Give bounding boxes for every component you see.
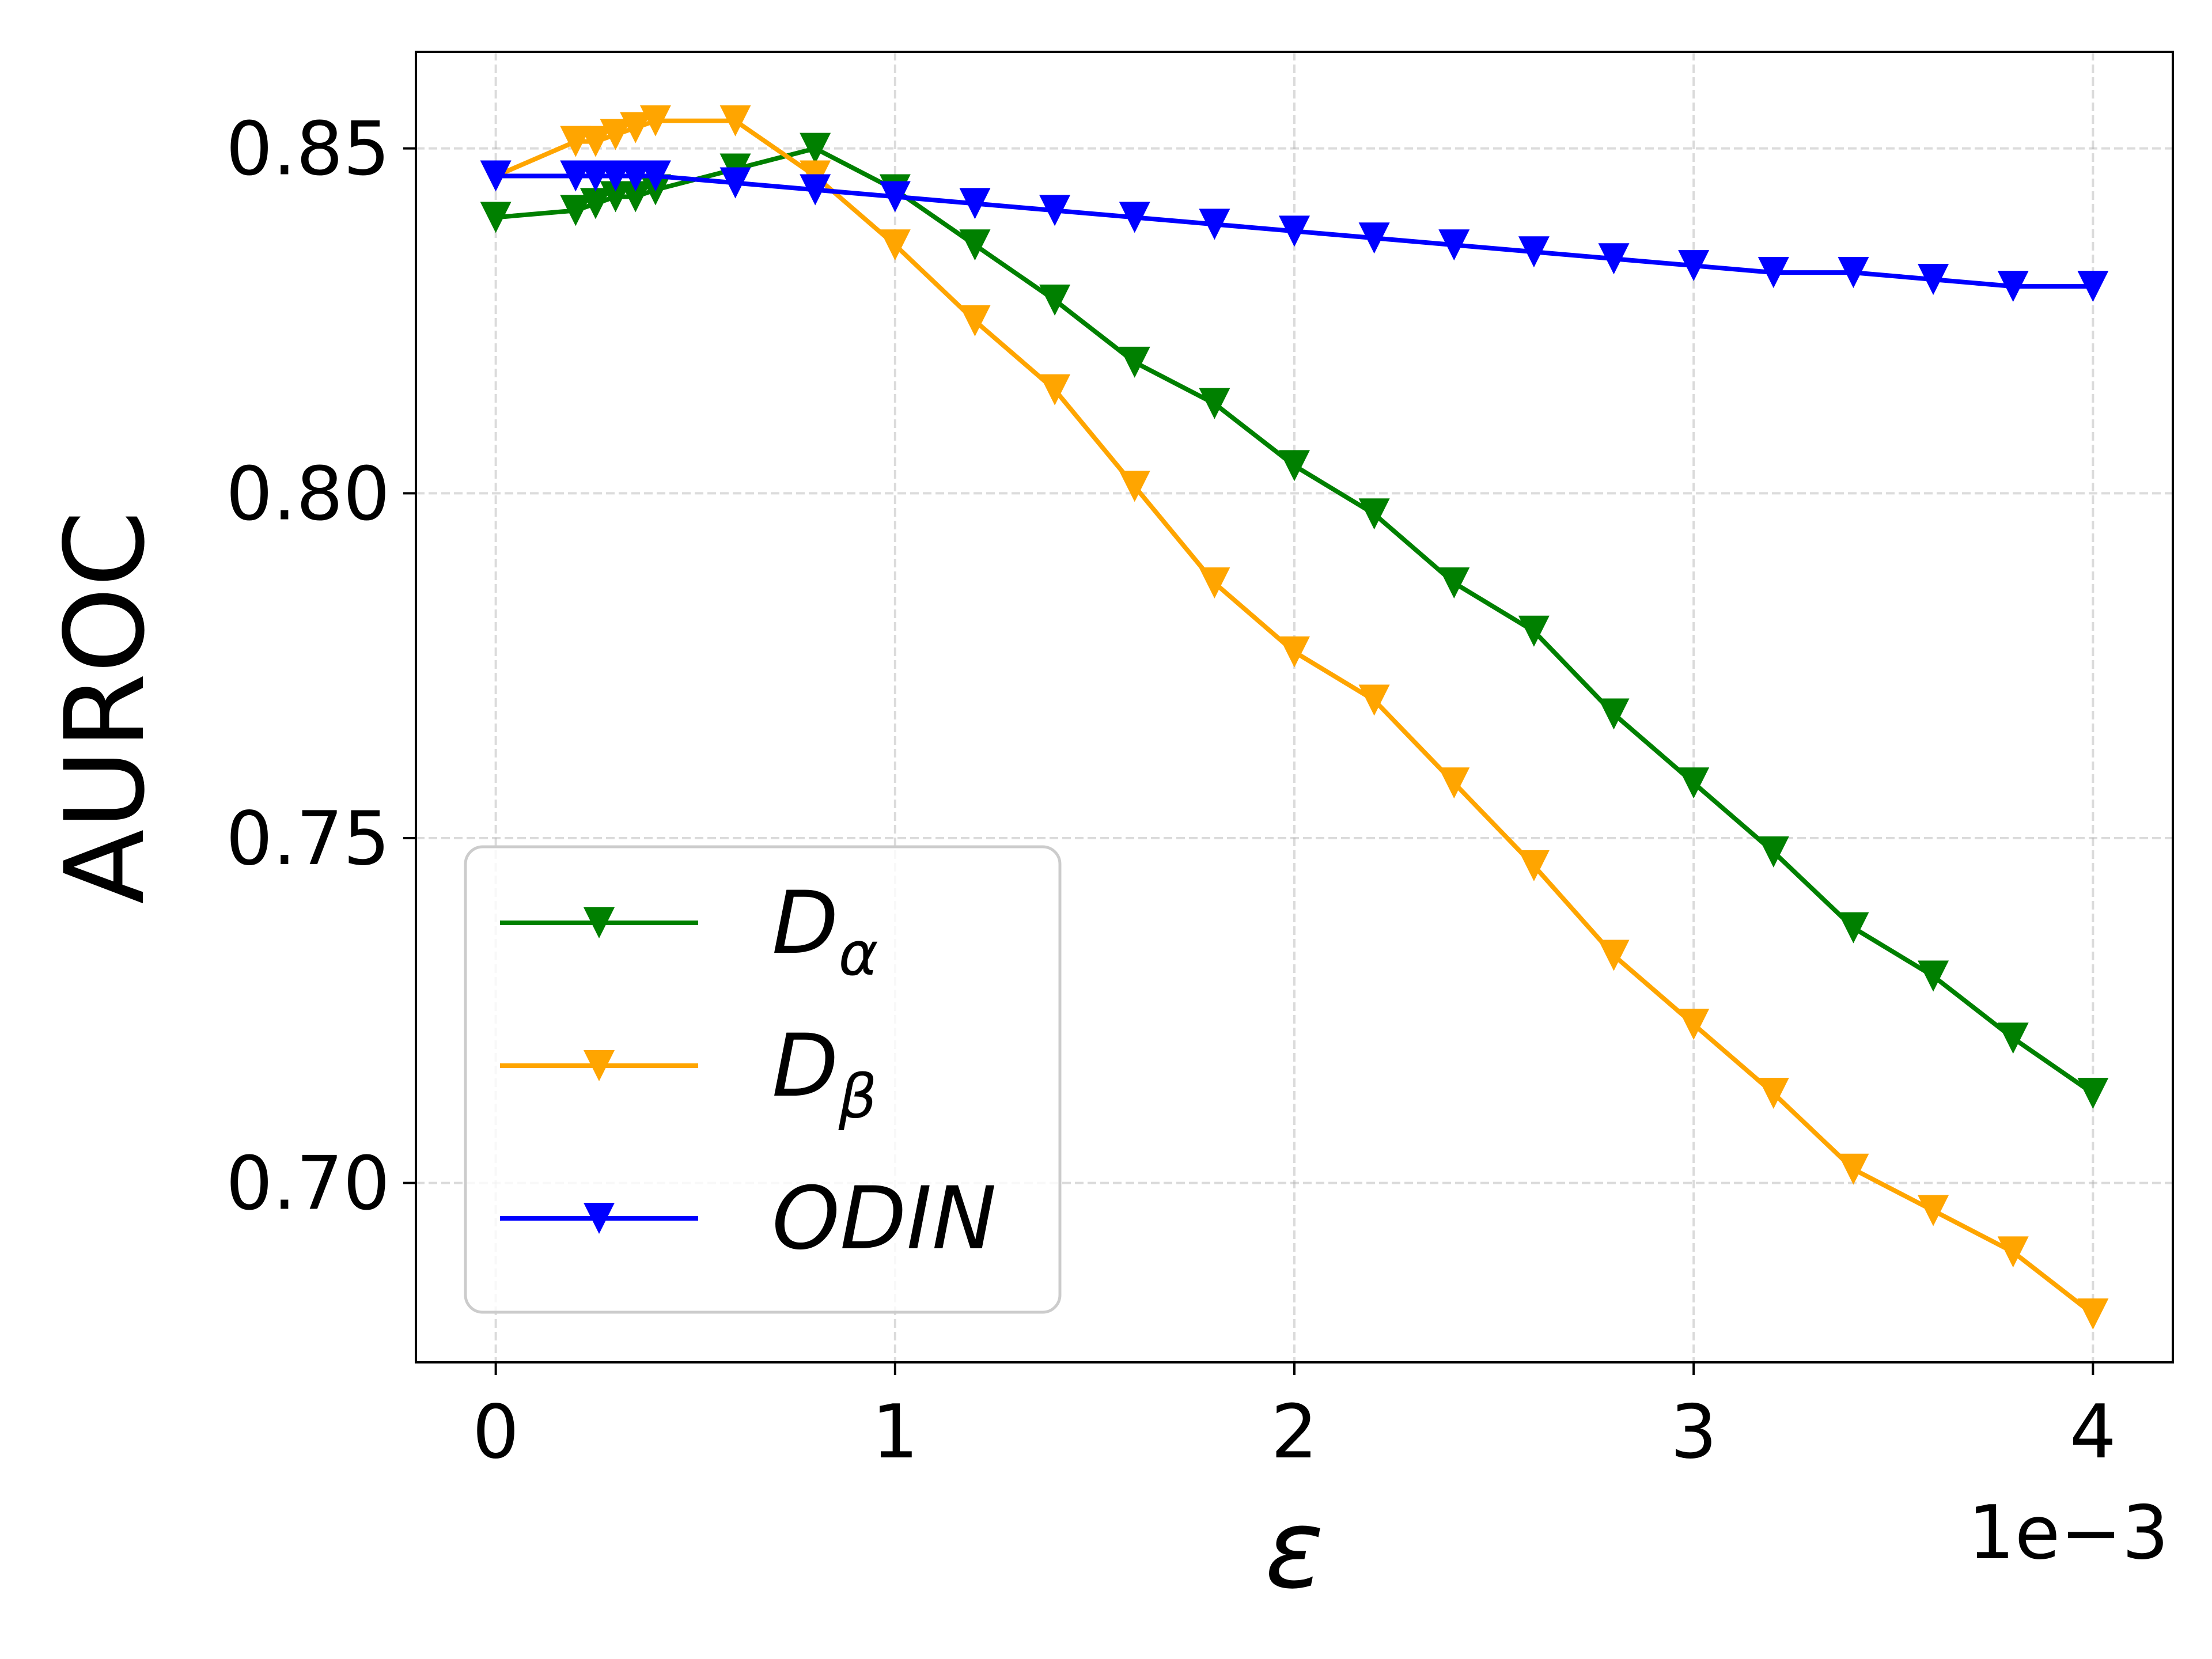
legend-label-subscript: α bbox=[839, 919, 878, 989]
data-point bbox=[1997, 1022, 2029, 1054]
data-point bbox=[639, 105, 671, 137]
series-layer bbox=[480, 105, 2109, 1330]
data-point bbox=[1279, 215, 1310, 247]
data-point bbox=[1758, 257, 1789, 289]
data-point bbox=[639, 160, 671, 192]
data-point bbox=[719, 105, 751, 137]
data-point bbox=[1997, 1236, 2029, 1268]
data-point bbox=[1199, 567, 1230, 599]
y-axis-title: AUROC bbox=[41, 510, 169, 904]
x-tick-label: 3 bbox=[1670, 1389, 1717, 1475]
legend: Dα Dβ ODIN bbox=[464, 845, 1062, 1314]
data-point bbox=[579, 126, 611, 157]
data-point bbox=[1199, 209, 1230, 240]
legend-marker bbox=[584, 907, 615, 938]
data-point bbox=[879, 229, 911, 261]
data-point bbox=[1438, 229, 1470, 261]
legend-label: Dβ bbox=[772, 1016, 877, 1132]
y-tick-label: 0.75 bbox=[226, 796, 390, 882]
data-point bbox=[480, 202, 512, 233]
legend-label-subscript: β bbox=[838, 1062, 877, 1132]
data-point bbox=[600, 181, 631, 213]
data-point bbox=[1438, 567, 1470, 599]
data-point bbox=[1918, 264, 1949, 296]
series-Dβ bbox=[480, 105, 2109, 1330]
data-point bbox=[600, 119, 631, 150]
data-point bbox=[1678, 250, 1710, 282]
legend-box bbox=[464, 845, 1062, 1314]
legend-marker bbox=[584, 1203, 615, 1234]
axis-ticks: 0 1 2 3 4 0.70 0.75 0.80 0.85 bbox=[226, 107, 2116, 1475]
data-point bbox=[1918, 960, 1949, 992]
data-point bbox=[1039, 195, 1071, 226]
data-point bbox=[620, 181, 652, 213]
data-point bbox=[1358, 684, 1390, 716]
x-axis-title: ε bbox=[1265, 1486, 1324, 1613]
y-tick-label: 0.70 bbox=[226, 1141, 390, 1227]
data-point bbox=[1358, 222, 1390, 254]
x-tick-label: 2 bbox=[1271, 1389, 1317, 1475]
y-tick-label: 0.80 bbox=[226, 451, 390, 537]
series-ODIN bbox=[480, 160, 2109, 302]
data-point bbox=[1838, 1153, 1869, 1185]
data-point bbox=[560, 126, 592, 157]
legend-label: Dα bbox=[772, 873, 878, 989]
data-point bbox=[959, 229, 991, 261]
data-point bbox=[1918, 1195, 1949, 1226]
legend-marker bbox=[584, 1050, 615, 1081]
data-point bbox=[560, 195, 592, 226]
data-point bbox=[1598, 940, 1630, 971]
x-axis-offset-label: 1e−3 bbox=[1968, 1490, 2169, 1576]
data-point bbox=[1758, 1078, 1789, 1109]
data-point bbox=[1598, 243, 1630, 275]
data-point bbox=[1838, 257, 1869, 289]
data-point bbox=[879, 181, 911, 213]
x-tick-label: 1 bbox=[872, 1389, 918, 1475]
data-point bbox=[2077, 1078, 2109, 1109]
data-point bbox=[620, 112, 652, 143]
data-point bbox=[1279, 636, 1310, 668]
data-point bbox=[1678, 1009, 1710, 1040]
data-point bbox=[1678, 767, 1710, 799]
data-point bbox=[1279, 450, 1310, 482]
data-point bbox=[2077, 1298, 2109, 1330]
data-point bbox=[1119, 471, 1150, 502]
data-point bbox=[1438, 767, 1470, 799]
data-point bbox=[1358, 498, 1390, 530]
data-point bbox=[1758, 836, 1789, 868]
data-point bbox=[480, 160, 512, 192]
legend-entry: ODIN bbox=[500, 1169, 997, 1269]
data-point bbox=[579, 188, 611, 219]
data-point bbox=[959, 188, 991, 219]
data-point bbox=[2077, 271, 2109, 302]
legend-entry: Dα bbox=[500, 873, 878, 989]
data-point bbox=[1199, 388, 1230, 419]
data-point bbox=[579, 160, 611, 192]
data-point bbox=[560, 160, 592, 192]
y-tick-label: 0.85 bbox=[226, 107, 390, 192]
data-point bbox=[1119, 346, 1150, 378]
data-point bbox=[800, 174, 831, 206]
data-point bbox=[719, 167, 751, 199]
legend-label: ODIN bbox=[772, 1169, 997, 1269]
data-point bbox=[1997, 271, 2029, 302]
x-tick-label: 4 bbox=[2070, 1389, 2116, 1475]
data-point bbox=[800, 132, 831, 164]
data-point bbox=[1039, 374, 1071, 406]
data-point bbox=[1518, 615, 1550, 647]
data-point bbox=[1598, 698, 1630, 730]
data-point bbox=[1518, 236, 1550, 268]
legend-entry: Dβ bbox=[500, 1016, 877, 1132]
data-point bbox=[1518, 850, 1550, 881]
data-point bbox=[600, 160, 631, 192]
data-point bbox=[959, 305, 991, 336]
data-point bbox=[1838, 912, 1869, 944]
data-point bbox=[1119, 202, 1150, 233]
data-point bbox=[1039, 285, 1071, 316]
data-point bbox=[620, 160, 652, 192]
x-tick-label: 0 bbox=[472, 1389, 519, 1475]
